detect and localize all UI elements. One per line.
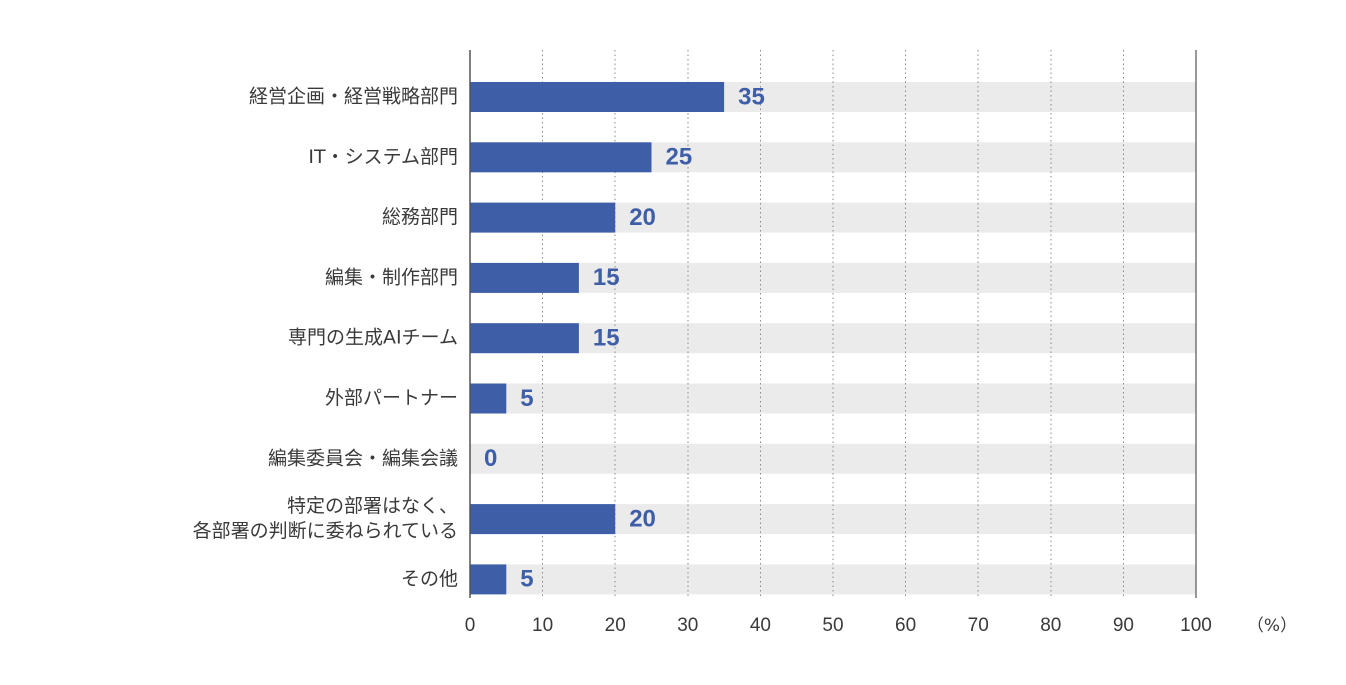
x-tick-label: 40 <box>750 615 771 636</box>
bar <box>470 82 725 112</box>
data-label: 5 <box>520 566 533 593</box>
bar-track <box>470 262 1196 293</box>
x-tick-label: 100 <box>1180 615 1212 636</box>
x-tick-label: 90 <box>1113 615 1134 636</box>
data-label: 20 <box>629 204 656 231</box>
category-label: 外部パートナー <box>325 387 458 409</box>
x-tick-label: 30 <box>677 615 698 636</box>
data-label: 15 <box>593 264 620 291</box>
category-label: 特定の部署はなく、各部署の判断に委ねられている <box>193 495 458 542</box>
x-tick-label: 10 <box>532 615 553 636</box>
x-tick-label: 70 <box>968 615 989 636</box>
category-label: 専門の生成AIチーム <box>288 327 458 349</box>
data-label: 0 <box>484 445 497 472</box>
category-label: 編集委員会・編集会議 <box>268 447 458 469</box>
category-label: 経営企画・経営戦略部門 <box>249 86 458 108</box>
bar <box>470 564 507 595</box>
data-label: 25 <box>666 144 693 171</box>
bar <box>470 323 579 354</box>
data-label: 5 <box>520 385 533 412</box>
category-label: 総務部門 <box>382 206 458 228</box>
category-label: IT・システム部門 <box>308 146 458 168</box>
x-unit-label: （%） <box>1247 616 1297 636</box>
bar <box>470 202 616 233</box>
bar <box>470 142 652 173</box>
category-label: 編集・制作部門 <box>325 266 458 288</box>
x-tick-label: 80 <box>1040 615 1061 636</box>
data-label: 15 <box>593 325 620 352</box>
data-label: 35 <box>738 83 765 110</box>
bar <box>470 262 579 293</box>
x-tick-label: 20 <box>605 615 626 636</box>
data-label: 20 <box>629 505 656 532</box>
bar <box>470 504 616 535</box>
x-tick-label: 50 <box>822 615 843 636</box>
bar-track <box>470 564 1196 595</box>
bar <box>470 383 507 414</box>
category-label: その他 <box>401 568 458 590</box>
x-tick-label: 60 <box>895 615 916 636</box>
x-tick-label: 0 <box>465 615 476 636</box>
